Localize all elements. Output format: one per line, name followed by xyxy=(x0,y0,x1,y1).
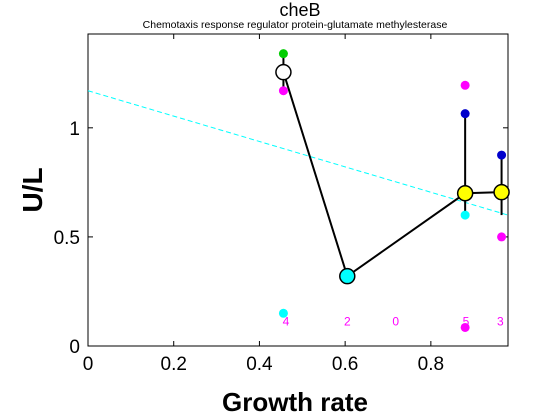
x-tick-label: 0.2 xyxy=(161,354,187,375)
mean-point xyxy=(276,65,291,80)
replicate-point xyxy=(279,86,288,95)
chart-title: cheB xyxy=(279,0,320,20)
replicate-point xyxy=(497,151,506,160)
count-label: 0 xyxy=(392,314,399,328)
x-tick-label: 0.8 xyxy=(418,354,444,375)
count-label: 5 xyxy=(463,314,470,328)
replicate-point xyxy=(461,211,470,220)
mean-point xyxy=(340,269,355,284)
x-axis-label: Growth rate xyxy=(222,387,368,417)
replicate-point xyxy=(279,49,288,58)
mean-point xyxy=(494,185,509,200)
chart-subtitle: Chemotaxis response regulator protein-gl… xyxy=(143,19,448,31)
replicate-point xyxy=(497,232,506,241)
x-tick-label: 0.6 xyxy=(332,354,358,375)
count-label: 4 xyxy=(283,314,290,328)
replicate-point xyxy=(461,109,470,118)
y-tick-label: 0.5 xyxy=(54,228,80,249)
y-axis-label: U/L xyxy=(17,167,48,212)
replicate-point xyxy=(461,81,470,90)
count-label: 3 xyxy=(497,314,504,328)
x-tick-label: 0 xyxy=(83,354,94,375)
y-tick-label: 1 xyxy=(69,119,80,140)
y-tick-label: 0 xyxy=(69,337,80,358)
plot-area xyxy=(88,34,508,346)
x-tick-label: 0.4 xyxy=(246,354,273,375)
mean-point xyxy=(458,186,473,201)
count-label: 2 xyxy=(344,314,351,328)
